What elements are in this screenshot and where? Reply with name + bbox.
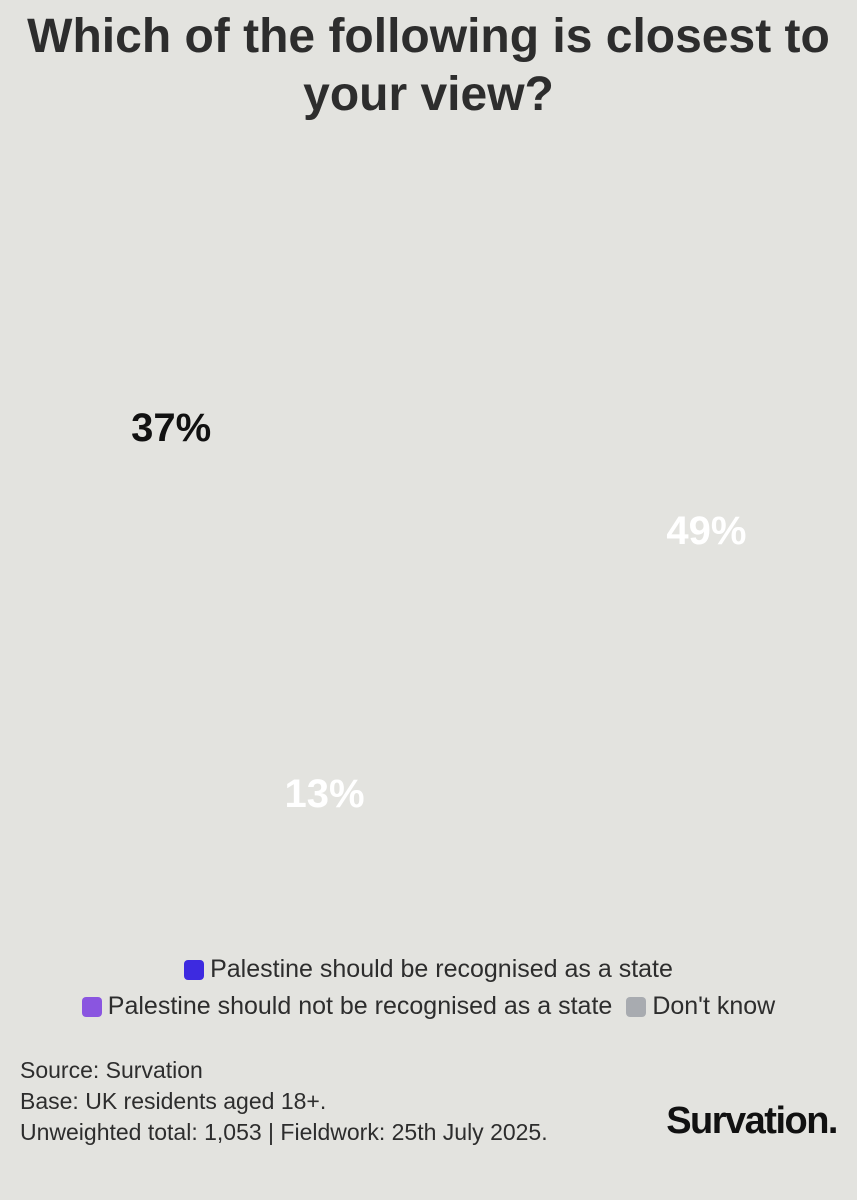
legend-label: Palestine should not be recognised as a …	[107, 992, 613, 1020]
value-label: 49%	[666, 509, 746, 553]
note: Source: Survation	[20, 1057, 203, 1083]
legend-item: Palestine should not be recognised as a …	[81, 992, 613, 1021]
note: Unweighted total: 1,053 | Fieldwork: 25t…	[20, 1119, 548, 1145]
legend-item: Palestine should be recognised as a stat…	[184, 955, 673, 984]
chart-title: Which of the following is closest to you…	[27, 10, 830, 121]
legend-item: Don't know	[626, 992, 775, 1021]
legend-swatch	[626, 996, 647, 1017]
legend-label: Don't know	[652, 992, 776, 1020]
value-label: 37%	[131, 406, 211, 450]
legend: Palestine should be recognised as a stat…	[20, 955, 837, 1021]
donut-chart: 49% 13% 37%	[131, 406, 746, 816]
value-label: 13%	[284, 772, 364, 816]
legend-swatch	[81, 996, 102, 1017]
legend-swatch	[184, 959, 205, 980]
note: Base: UK residents aged 18+.	[20, 1088, 327, 1114]
legend-label: Palestine should be recognised as a stat…	[210, 955, 673, 983]
logo: Survation.	[666, 1100, 838, 1142]
notes: Source: Survation Base: UK residents aged…	[20, 1055, 600, 1148]
